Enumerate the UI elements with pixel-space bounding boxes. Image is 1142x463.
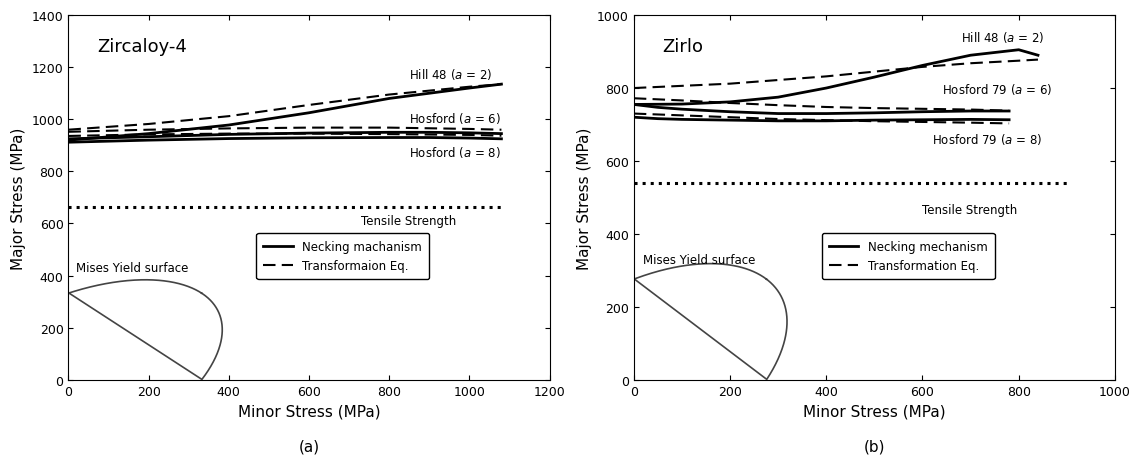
Text: Hosford ($a$ = 8): Hosford ($a$ = 8) [409,145,501,160]
Y-axis label: Major Stress (MPa): Major Stress (MPa) [11,127,26,269]
Text: Mises Yield surface: Mises Yield surface [77,262,188,275]
Text: (a): (a) [298,438,320,453]
Text: Hosford ($a$ = 6): Hosford ($a$ = 6) [409,111,501,126]
Text: Zircaloy-4: Zircaloy-4 [97,38,187,56]
Text: Zirlo: Zirlo [662,38,703,56]
X-axis label: Minor Stress (MPa): Minor Stress (MPa) [803,403,946,418]
Text: Hill 48 ($a$ = 2): Hill 48 ($a$ = 2) [960,31,1044,45]
Text: Tensile Strength: Tensile Strength [923,203,1018,216]
Legend: Necking machanism, Transformaion Eq.: Necking machanism, Transformaion Eq. [256,233,429,279]
Legend: Necking mechanism, Transformation Eq.: Necking mechanism, Transformation Eq. [821,233,995,279]
Text: Hosford 79 ($a$ = 8): Hosford 79 ($a$ = 8) [932,131,1043,146]
X-axis label: Minor Stress (MPa): Minor Stress (MPa) [238,403,380,418]
Text: (b): (b) [863,438,885,453]
Text: Hosford 79 ($a$ = 6): Hosford 79 ($a$ = 6) [942,81,1052,96]
Text: Mises Yield surface: Mises Yield surface [643,253,756,266]
Y-axis label: Major Stress (MPa): Major Stress (MPa) [577,127,592,269]
Text: Hill 48 ($a$ = 2): Hill 48 ($a$ = 2) [409,67,492,82]
Text: Tensile Strength: Tensile Strength [361,215,457,228]
